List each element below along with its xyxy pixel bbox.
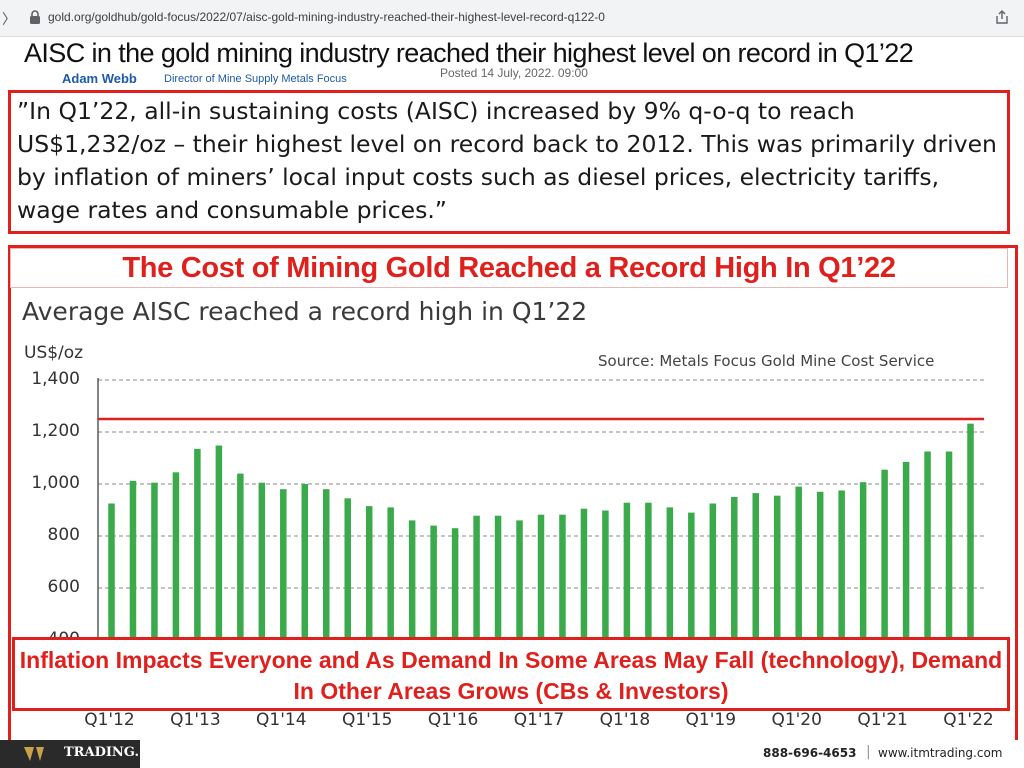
bar [859,482,867,692]
y-tick-label: 600 [47,577,80,597]
bar [537,514,545,692]
x-tick-label: Q1'18 [600,710,651,730]
bar [172,472,180,692]
x-tick-label: Q1'13 [170,710,221,730]
x-tick-label: Q1'16 [428,710,479,730]
footer-brand-area [0,740,140,768]
bar [816,491,824,692]
quote-box: ”In Q1’22, all-in sustaining costs (AISC… [8,90,1010,234]
bar [451,528,459,692]
bar [752,493,759,692]
bar [365,506,373,692]
footer-phone[interactable]: 888-696-4653 [763,746,857,760]
y-tick-label: 800 [47,525,80,545]
itm-logo-icon [24,747,44,761]
bar [108,503,115,692]
bar [516,520,523,692]
bar [215,445,223,692]
bar [666,507,674,692]
share-icon[interactable] [994,9,1010,25]
bar [280,489,287,692]
back-arrow-icon[interactable]: 〉 [2,12,16,28]
chart-source: Source: Metals Focus Gold Mine Cost Serv… [598,352,935,370]
chart-title: Average AISC reached a record high in Q1… [22,297,588,326]
bar [344,498,351,692]
bar [924,451,931,692]
bar [902,461,910,692]
x-tick-label: Q1'14 [256,710,307,730]
bar [387,507,394,692]
x-tick-label: Q1'21 [857,710,908,730]
bottom-note-text: Inflation Impacts Everyone and As Demand… [19,647,1003,704]
headline-text: The Cost of Mining Gold Reached a Record… [122,252,896,284]
article-title: AISC in the gold mining industry reached… [24,38,914,68]
footer-brand: TRADING. [64,745,139,760]
bar [580,508,588,692]
bar [237,473,244,692]
bar [688,512,695,692]
posted-date: Posted 14 July, 2022. 09:00 [440,66,588,80]
bar [602,510,609,692]
bar [430,525,437,692]
bar [645,502,652,692]
x-tick-label: Q1'20 [771,710,822,730]
bar [408,520,416,692]
bar [623,502,631,692]
footer-separator: | [866,744,871,760]
bar [881,469,888,692]
bar [301,484,309,692]
bar [473,515,480,692]
bar [151,482,158,692]
bar [731,497,738,692]
bar [967,423,974,692]
bottom-note-box: Inflation Impacts Everyone and As Demand… [12,637,1010,711]
lock-icon[interactable] [28,9,42,25]
bar [194,448,201,692]
bar [795,486,802,692]
x-tick-label: Q1'19 [686,710,737,730]
bar [559,514,566,692]
url-text[interactable]: gold.org/goldhub/gold-focus/2022/07/aisc… [48,10,605,24]
x-tick-label: Q1'17 [514,710,565,730]
y-tick-label: 1,000 [31,473,80,493]
bar [838,490,845,692]
author-role: Director of Mine Supply Metals Focus [164,73,347,85]
bar [129,480,137,692]
x-tick-label: Q1'22 [943,710,994,730]
bar [323,489,330,692]
y-tick-label: 1,400 [31,369,80,389]
author-name[interactable]: Adam Webb [62,71,137,86]
x-tick-label: Q1'12 [84,710,135,730]
footer: TRADING. 888-696-4653 | www.itmtrading.c… [0,740,1024,768]
bar [773,495,781,692]
y-tick-label: 1,200 [31,421,80,441]
bar [709,503,717,692]
x-tick-label: Q1'15 [342,710,393,730]
headline-box: The Cost of Mining Gold Reached a Record… [10,248,1008,288]
bar [258,482,266,692]
address-bar[interactable]: 〉 gold.org/goldhub/gold-focus/2022/07/ai… [0,0,1024,37]
y-axis-unit: US$/oz [24,343,84,363]
bar [494,515,502,692]
quote-text: ”In Q1’22, all-in sustaining costs (AISC… [17,97,997,224]
bar [945,451,953,692]
footer-website[interactable]: www.itmtrading.com [878,746,1003,760]
